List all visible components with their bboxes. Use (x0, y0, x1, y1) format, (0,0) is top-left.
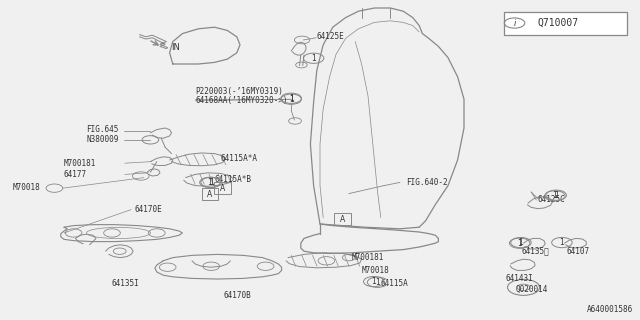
Text: M70018: M70018 (362, 266, 389, 275)
Text: A: A (207, 190, 212, 199)
Text: 1: 1 (517, 239, 522, 248)
Text: 1: 1 (552, 191, 557, 200)
Text: 1: 1 (559, 238, 564, 247)
Text: 64115A*B: 64115A*B (214, 175, 252, 184)
Text: 1: 1 (375, 278, 380, 287)
Text: A640001586: A640001586 (588, 305, 634, 314)
Text: 64115A*A: 64115A*A (221, 154, 258, 163)
Text: 64168AA(’16MY0320->): 64168AA(’16MY0320->) (195, 96, 288, 105)
Text: A: A (340, 215, 345, 224)
Text: 1: 1 (554, 191, 559, 200)
Text: 1: 1 (311, 54, 316, 63)
Text: Q020014: Q020014 (515, 285, 548, 294)
Text: 64170B: 64170B (224, 292, 252, 300)
Text: 1: 1 (289, 95, 294, 104)
Text: M700181: M700181 (64, 159, 97, 168)
Text: FIG.640-2: FIG.640-2 (406, 178, 448, 187)
Text: 1: 1 (371, 277, 376, 286)
Text: 64125C: 64125C (538, 196, 565, 204)
Text: 1: 1 (209, 178, 214, 187)
Text: 1: 1 (289, 94, 294, 103)
Text: Q710007: Q710007 (538, 18, 579, 28)
FancyBboxPatch shape (504, 12, 627, 35)
Text: 64125E: 64125E (317, 32, 344, 41)
Text: 64143I: 64143I (506, 274, 533, 283)
Text: 64135I: 64135I (112, 279, 140, 288)
Text: 1: 1 (518, 238, 524, 247)
Text: 64177: 64177 (64, 170, 87, 179)
Text: 64135Ⅱ: 64135Ⅱ (522, 247, 549, 256)
Text: 64115A: 64115A (381, 279, 408, 288)
Text: P220003(-’16MY0319): P220003(-’16MY0319) (195, 87, 283, 96)
Text: M700181: M700181 (352, 253, 385, 262)
Text: 64107: 64107 (566, 247, 589, 256)
Text: FIG.645: FIG.645 (86, 125, 119, 134)
Text: N380009: N380009 (86, 135, 119, 144)
Text: IN: IN (172, 44, 180, 52)
Text: A: A (220, 184, 225, 193)
Text: i: i (513, 19, 516, 28)
Text: M70018: M70018 (13, 183, 40, 192)
Text: 1: 1 (207, 178, 212, 187)
Text: 64170E: 64170E (134, 205, 162, 214)
